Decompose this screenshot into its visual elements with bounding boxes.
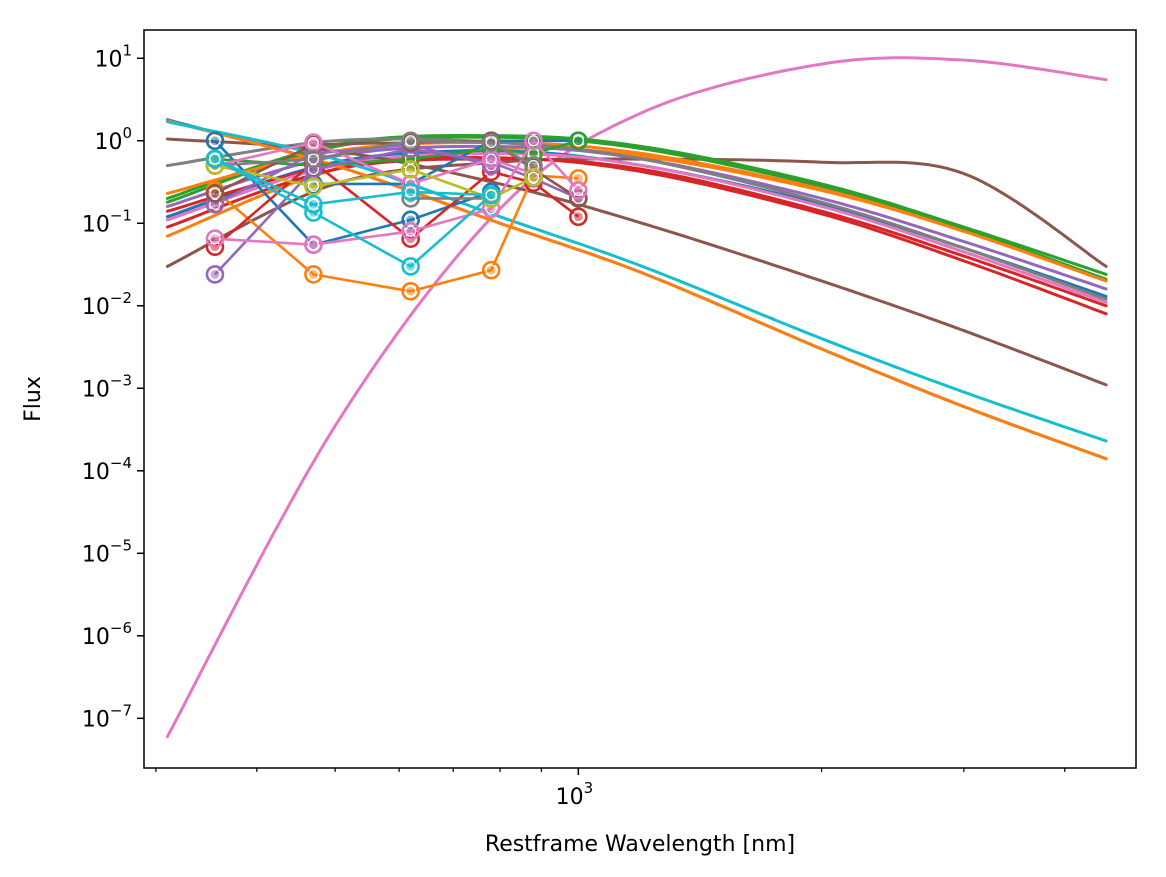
model-curve-9	[165, 157, 1108, 308]
observation-point-core	[307, 239, 320, 251]
y-tick-label: 10−6	[82, 619, 132, 650]
observation-point-core	[307, 136, 320, 149]
y-tick-label: 10−5	[82, 536, 132, 567]
observation-point	[304, 235, 323, 254]
observation-point	[205, 229, 225, 249]
observation-point	[304, 265, 323, 284]
observation-line	[214, 139, 580, 246]
observation-point-core	[572, 211, 584, 223]
observation-point-core	[527, 135, 540, 147]
observation-point	[401, 131, 420, 151]
observation-point-core	[307, 198, 320, 210]
observation-point	[524, 131, 543, 151]
observation-point	[569, 181, 588, 200]
observation-point-core	[485, 264, 497, 276]
observation-point-core	[405, 225, 417, 237]
observation-point	[401, 160, 420, 179]
x-axis-label: Restframe Wavelength [nm]	[485, 832, 795, 857]
model-curve-4	[165, 135, 1108, 281]
observation-point-core	[405, 135, 417, 147]
observation-point-core	[572, 184, 584, 197]
axis-layer: 101 100 10−1 10−2 10−3 10−4 10−5 10−6 10−7 103	[82, 41, 1066, 810]
observation-point-core	[209, 233, 221, 245]
observation-point	[401, 257, 420, 276]
model-curve-1	[165, 56, 1108, 739]
observation-line	[214, 157, 493, 268]
observation-series-15	[205, 149, 501, 214]
y-tick-label: 10−3	[82, 371, 132, 402]
observation-point-core	[209, 187, 221, 200]
plot-frame	[143, 29, 1137, 769]
observation-point	[205, 184, 225, 203]
observation-point	[401, 182, 420, 202]
observation-point-core	[405, 163, 417, 175]
observation-point	[304, 149, 323, 169]
observation-point-core	[572, 135, 584, 147]
y-axis-label: Flux	[21, 376, 46, 422]
observation-point-core	[209, 268, 221, 281]
model-curve-16	[165, 120, 1108, 443]
observation-point	[205, 149, 225, 169]
observation-point-core	[307, 180, 320, 192]
y-tick-label: 10−1	[82, 206, 132, 237]
observation-point	[304, 194, 323, 214]
y-tick-label: 100	[94, 124, 132, 155]
observation-point	[481, 185, 501, 205]
y-tick-label: 10−7	[82, 701, 132, 732]
observation-point-core	[485, 136, 497, 149]
observation-series-9	[205, 131, 588, 254]
y-tick-label: 101	[94, 41, 132, 72]
observation-point	[205, 265, 225, 284]
observations-layer	[205, 131, 588, 301]
observation-point	[569, 131, 588, 151]
observation-point-core	[209, 135, 221, 147]
observation-point	[205, 131, 225, 151]
y-tick-label: 10−2	[82, 289, 132, 320]
observation-point	[304, 177, 323, 196]
observation-point	[481, 133, 501, 152]
observation-point-core	[405, 285, 417, 297]
observation-point-core	[527, 171, 540, 183]
observation-point-core	[307, 268, 320, 281]
observation-line	[214, 160, 580, 248]
x-tick-label: 103	[556, 779, 594, 810]
model-curve-12	[165, 137, 1108, 301]
observation-point-core	[307, 153, 320, 165]
observation-point-core	[405, 186, 417, 198]
observation-point-core	[209, 153, 221, 165]
y-tick-label: 10−4	[82, 454, 132, 485]
observation-point-core	[405, 260, 417, 273]
observation-point	[524, 168, 543, 187]
observation-point	[401, 281, 420, 301]
observation-point	[569, 207, 588, 227]
observation-line	[214, 157, 492, 206]
observation-point	[401, 221, 420, 241]
observation-point-core	[485, 153, 497, 165]
observation-point-core	[485, 189, 497, 201]
observation-point	[481, 260, 501, 280]
